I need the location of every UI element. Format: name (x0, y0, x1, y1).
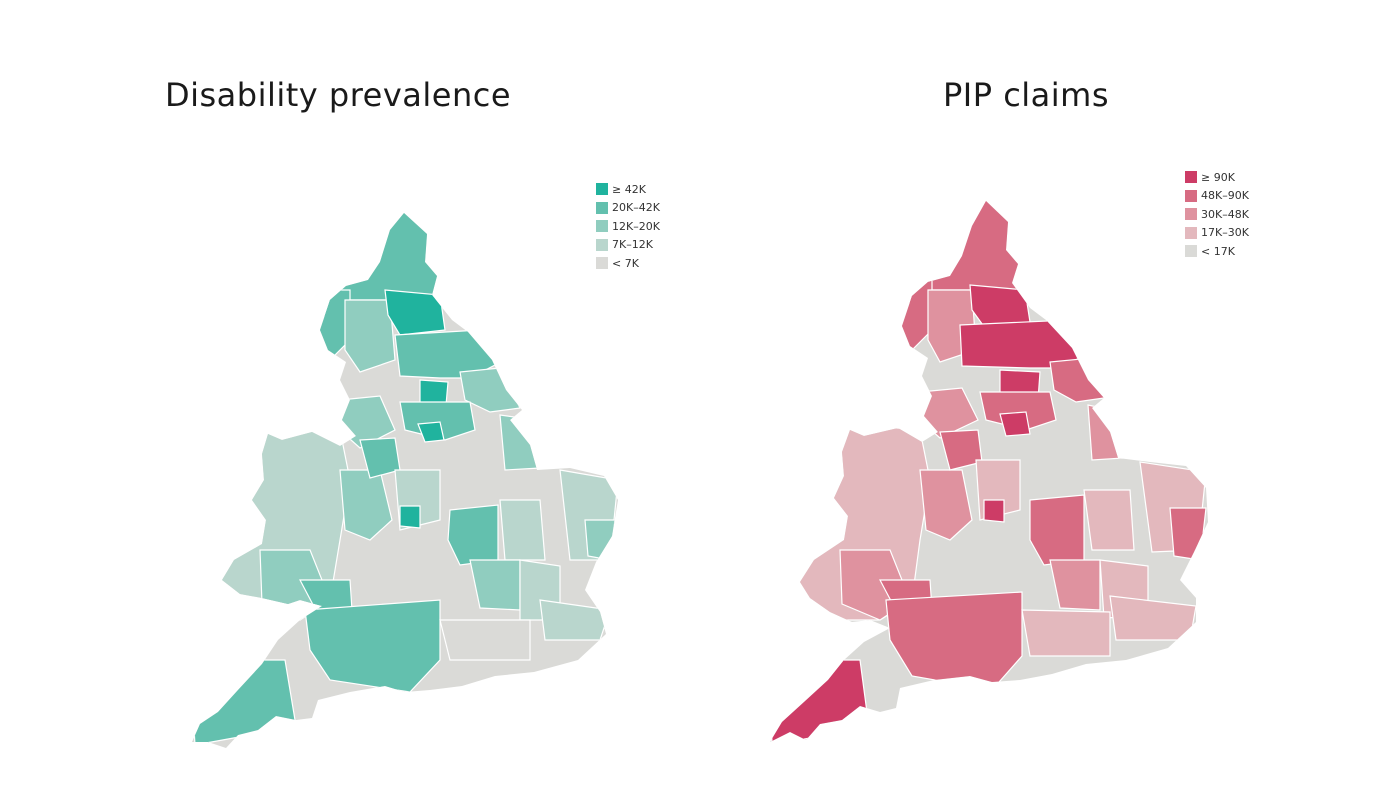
legend-item: 7K–12K (596, 236, 660, 255)
legend-swatch (1185, 208, 1197, 221)
legend-label: < 7K (612, 256, 639, 270)
legend-item: 48K–90K (1185, 187, 1249, 206)
legend-swatch (596, 201, 608, 214)
choropleth-map (192, 213, 618, 748)
legend-label: 7K–12K (612, 238, 653, 252)
legend-swatch (596, 220, 608, 233)
legend-label: ≥ 42K (612, 182, 646, 196)
legend-label: < 17K (1201, 244, 1235, 258)
legend-swatch (596, 183, 608, 196)
legend-item: 20K–42K (596, 199, 660, 218)
legend-label: 17K–30K (1201, 226, 1249, 240)
legend-label: 48K–90K (1201, 189, 1249, 203)
legend-swatch (1185, 189, 1197, 202)
legend-item: 30K–48K (1185, 205, 1249, 224)
choropleth-map (770, 201, 1208, 742)
legend-swatch (1185, 171, 1197, 184)
legend-swatch (1185, 245, 1197, 258)
legend-swatch (1185, 226, 1197, 239)
map-title: Disability prevalence (164, 76, 512, 114)
map-legend: ≥ 90K 48K–90K 30K–48K 17K–30K < 17K (1185, 168, 1249, 261)
legend-label: ≥ 90K (1201, 170, 1235, 184)
map-title: PIP claims (942, 76, 1110, 114)
legend-swatch (596, 238, 608, 251)
legend-item: 12K–20K (596, 217, 660, 236)
panel-disability-prevalence: Disability prevalence (164, 76, 660, 748)
legend-item: ≥ 90K (1185, 168, 1249, 187)
legend-item: 17K–30K (1185, 224, 1249, 243)
map-legend: ≥ 42K 20K–42K 12K–20K 7K–12K < 7K (596, 180, 660, 273)
legend-item: < 17K (1185, 242, 1249, 261)
panel-pip-claims: PIP claims (700, 0, 1400, 787)
legend-item: < 7K (596, 254, 660, 273)
legend-label: 12K–20K (612, 219, 660, 233)
legend-label: 20K–42K (612, 201, 660, 215)
legend-swatch (596, 257, 608, 270)
legend-item: ≥ 42K (596, 180, 660, 199)
legend-label: 30K–48K (1201, 207, 1249, 221)
